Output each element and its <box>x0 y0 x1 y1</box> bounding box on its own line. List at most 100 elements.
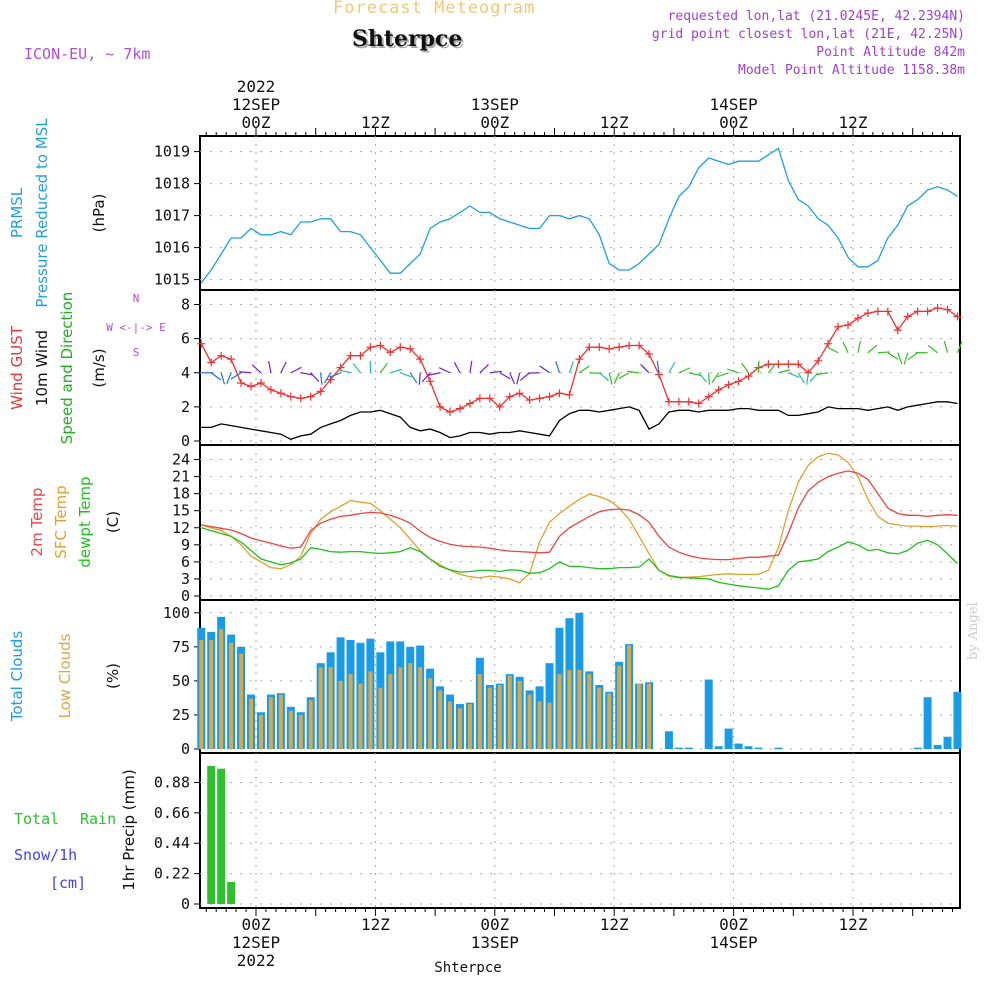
total-cloud-bar <box>923 697 932 749</box>
low-cloud-bar <box>438 690 443 749</box>
wind-direction-arrow <box>519 372 531 381</box>
wind-direction-arrow <box>400 372 412 378</box>
wind-direction-arrow <box>857 340 862 353</box>
wind-direction-arrow <box>338 369 351 374</box>
y-tick-label: 0 <box>181 587 190 605</box>
compass-south: S <box>133 346 140 359</box>
low-cloud-bar <box>517 680 522 749</box>
wind-direction-arrow <box>390 368 402 374</box>
wind-direction-arrow <box>608 372 613 385</box>
model-point-altitude: Model Point Altitude 1158.38m <box>738 63 965 78</box>
wind-direction-arrow <box>741 362 750 374</box>
wind-gust-marker <box>406 344 415 353</box>
wind-direction-arrow <box>379 362 388 374</box>
total-cloud-bar <box>674 747 683 749</box>
low-cloud-bar <box>428 678 433 749</box>
precip-unit: 1hr Precip (mm) <box>120 769 138 890</box>
y-tick-label: 12 <box>172 519 190 537</box>
total-cloud-bar <box>953 691 962 749</box>
wind-gust-marker <box>794 360 803 369</box>
wind-direction-arrow <box>555 361 561 373</box>
wind-direction-arrow <box>300 372 313 376</box>
wind-direction-arrow <box>887 352 899 360</box>
low-cloud-bar <box>637 683 642 749</box>
wind-gust-marker <box>814 356 823 365</box>
bottom-time-label: 13SEP <box>471 933 519 952</box>
wind-direction-arrow <box>827 346 839 354</box>
wind-gust-marker <box>386 348 395 357</box>
wind-gust-marker <box>734 377 743 386</box>
wind-gust-marker <box>296 394 305 403</box>
wind-direction-arrow <box>323 372 332 384</box>
low-cloud-bar <box>647 683 652 749</box>
wind-direction-arrow <box>698 372 707 383</box>
wind-gust-marker <box>784 360 793 369</box>
wind-gust-marker <box>873 307 882 316</box>
wind-gust-marker <box>863 309 872 318</box>
wind-direction-arrow <box>453 361 461 374</box>
wind-gust-marker <box>356 351 365 360</box>
wind-gust-marker <box>207 358 216 367</box>
wind-gust-marker <box>764 360 773 369</box>
wind-direction-arrow <box>210 372 222 381</box>
panel-temp <box>194 444 961 601</box>
total-cloud-bar <box>744 746 753 749</box>
wind-speed-direction-label: Speed and Direction <box>58 292 76 445</box>
wind-gust-marker <box>943 305 952 314</box>
bottom-time-label: 2022 <box>237 951 276 970</box>
rain-bar <box>217 768 226 904</box>
wind-gust-marker <box>625 341 634 350</box>
compass-north: N <box>133 292 140 305</box>
panel-precip <box>194 752 961 909</box>
total-cloud-bar <box>704 679 713 749</box>
rain-bar <box>227 881 236 904</box>
wind-gust-marker <box>247 382 256 391</box>
y-tick-label: 25 <box>172 706 190 724</box>
wind-gust-marker <box>605 344 614 353</box>
low-cloud-bar <box>348 674 353 749</box>
wind-direction-arrow <box>352 362 361 374</box>
precip-total-label: Total <box>14 810 59 828</box>
low-clouds-label: Low Clouds <box>56 633 74 718</box>
rain-bar <box>207 765 216 904</box>
dewpt-temp-line <box>201 527 958 590</box>
low-cloud-bar <box>467 704 472 749</box>
y-tick-label: 2 <box>181 398 190 416</box>
wind-gust-marker <box>376 341 385 350</box>
wind-gust-marker <box>346 351 355 360</box>
low-cloud-bar <box>477 674 482 749</box>
wind-gust-marker <box>396 343 405 352</box>
top-time-label: 14SEP <box>710 95 758 114</box>
wind-gust-marker <box>276 389 285 398</box>
low-cloud-bar <box>497 684 502 749</box>
wind-direction-arrow <box>907 352 919 361</box>
low-cloud-bar <box>587 674 592 749</box>
dewpt-temp-label: dewpt Temp <box>76 476 94 567</box>
bottom-time-label: 00Z <box>242 915 271 934</box>
low-cloud-bar <box>298 714 303 749</box>
wind-direction-arrow <box>767 363 777 374</box>
top-time-label: 00Z <box>719 113 748 132</box>
wind-direction-arrow <box>613 372 620 384</box>
low-cloud-bar <box>209 640 214 749</box>
y-tick-label: 6 <box>181 553 190 571</box>
total-cloud-bar <box>774 747 783 749</box>
top-time-label: 13SEP <box>471 95 519 114</box>
wind-direction-arrow <box>656 360 660 373</box>
total-cloud-bar <box>734 743 743 749</box>
low-cloud-bar <box>199 640 204 749</box>
wind-direction-arrow <box>778 369 791 374</box>
low-cloud-bar <box>318 667 323 749</box>
wind-direction-arrow <box>280 361 287 374</box>
low-cloud-bar <box>547 702 552 749</box>
panel-frame-wind <box>199 289 961 446</box>
wind-gust-marker <box>306 392 315 401</box>
top-time-label: 12Z <box>361 113 390 132</box>
wind-gust-marker <box>545 392 554 401</box>
low-cloud-bar <box>418 667 423 749</box>
wind-direction-arrow <box>579 365 590 374</box>
wind-gust-marker <box>515 389 524 398</box>
grid-point-coordinates: grid point closest lon,lat (21E, 42.25N) <box>651 27 965 42</box>
wind-gust-marker <box>834 322 843 331</box>
